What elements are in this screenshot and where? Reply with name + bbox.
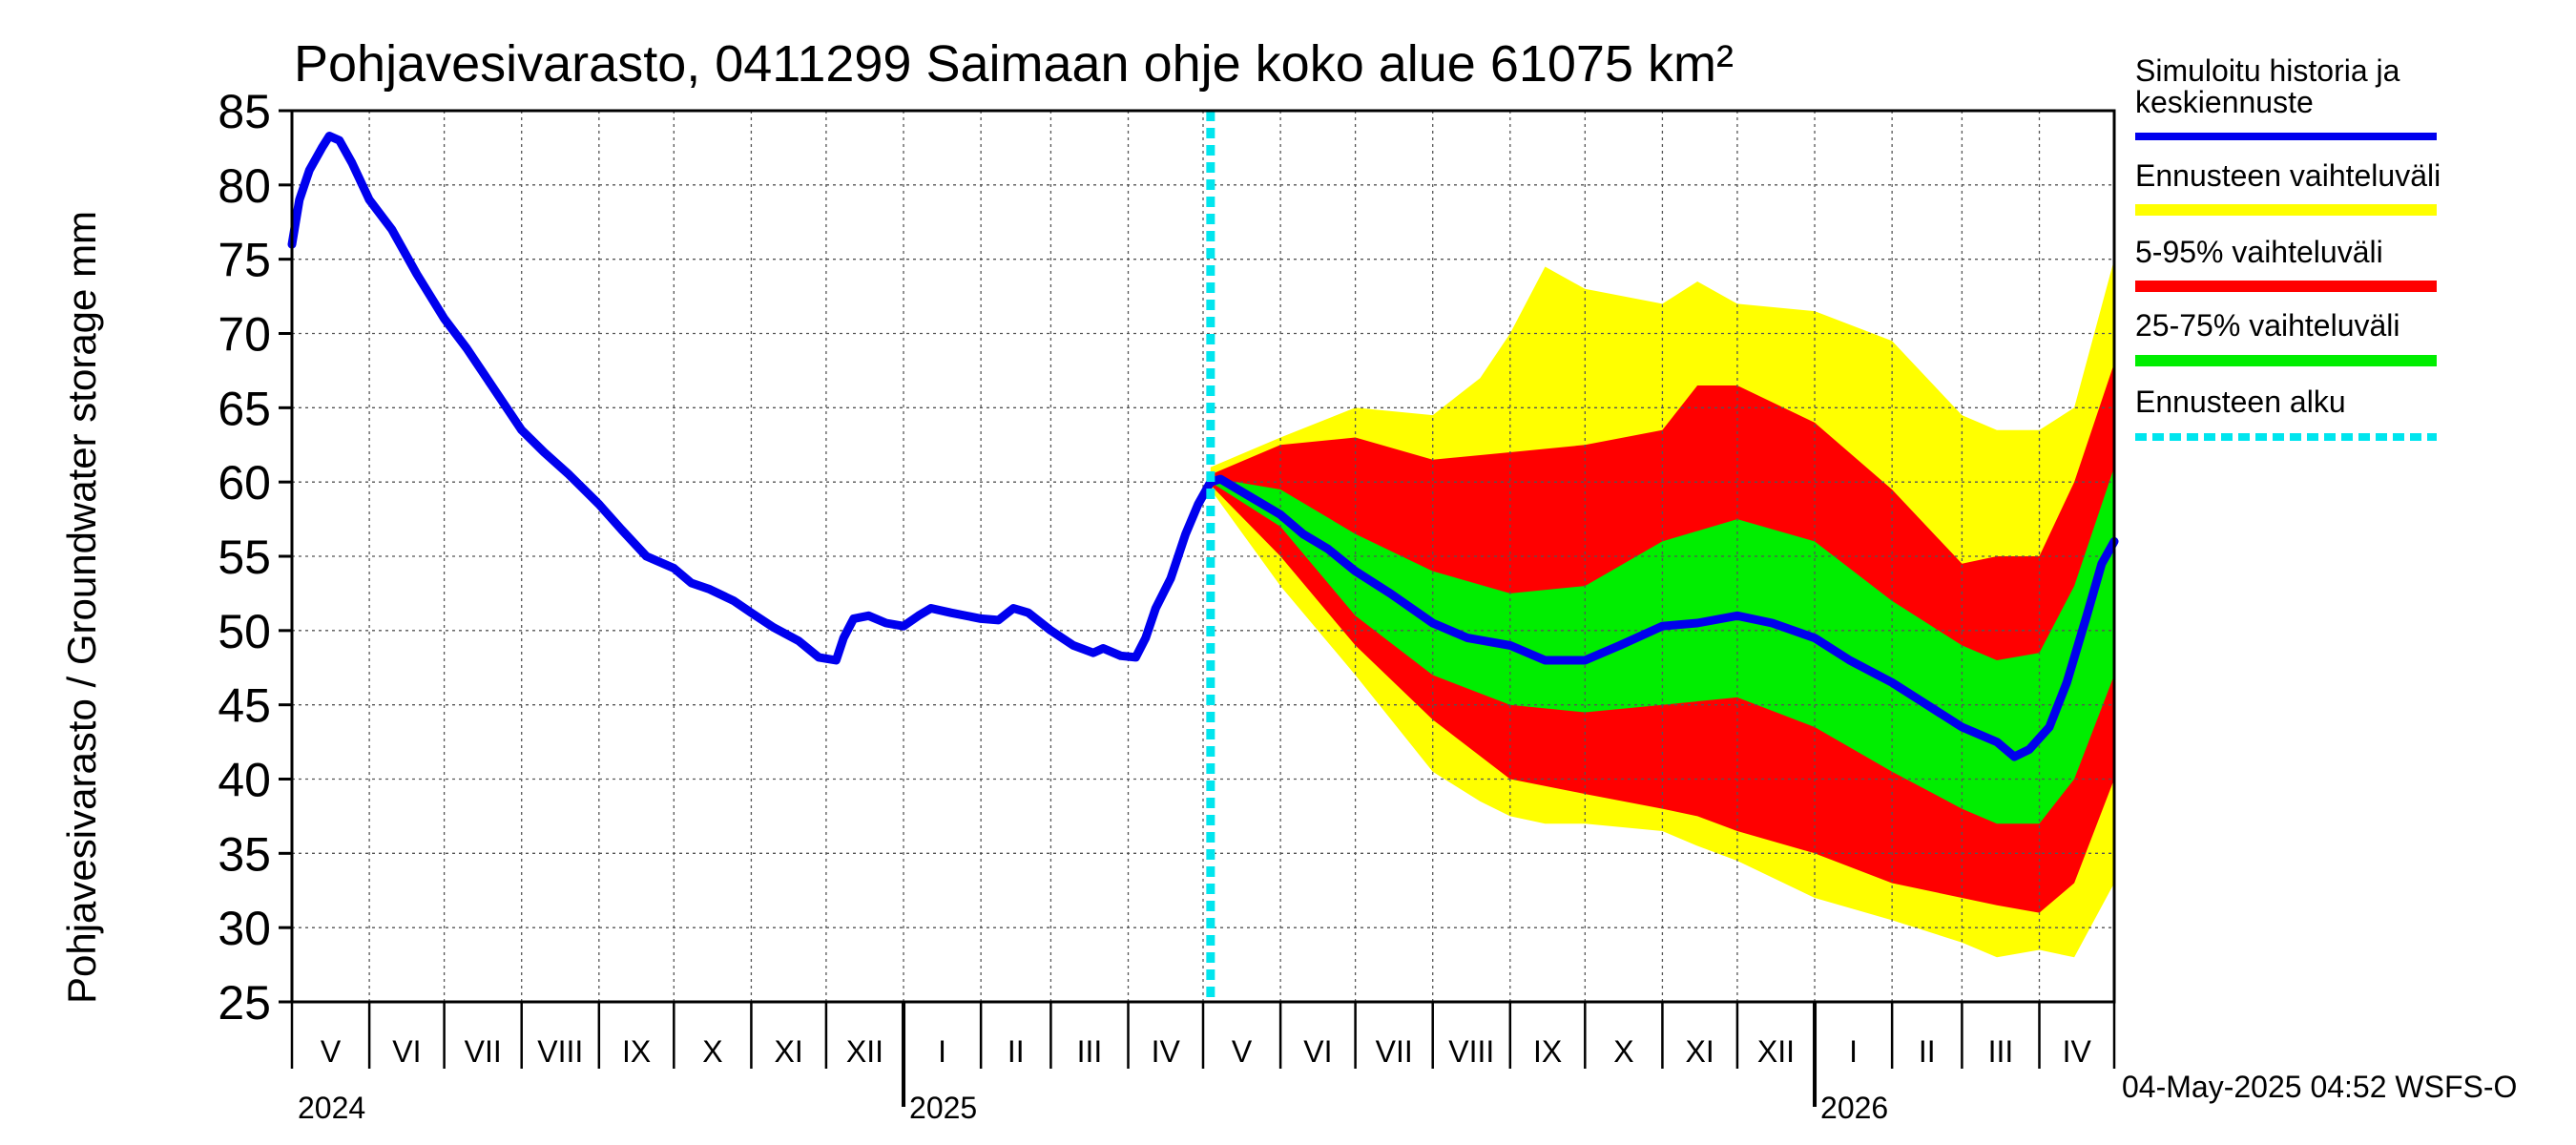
y-tick-label: 65 [218,382,271,435]
x-month-label: I [1849,1034,1858,1069]
y-tick-label: 80 [218,159,271,213]
x-year-label: 2025 [909,1091,977,1125]
x-month-label: VI [1303,1034,1332,1069]
x-month-label: IX [1533,1034,1562,1069]
legend-label: keskiennuste [2135,85,2314,119]
legend-label: Ennusteen alku [2135,385,2346,419]
x-month-label: II [1919,1034,1936,1069]
x-year-label: 2024 [298,1091,365,1125]
x-month-label: XII [846,1034,883,1069]
y-tick-label: 40 [218,754,271,807]
y-tick-label: 25 [218,976,271,1030]
x-year-label: 2026 [1820,1091,1888,1125]
x-month-label: X [1613,1034,1633,1069]
x-month-label: VI [392,1034,421,1069]
legend-label: 5-95% vaihteluväli [2135,235,2383,269]
y-tick-label: 70 [218,308,271,362]
x-month-label: XI [1686,1034,1714,1069]
x-month-label: XII [1757,1034,1795,1069]
series-lines [287,132,2119,761]
x-axis-ticks: V VI VII VIII IX X XI XII I II III IV V VI VII VIII IX X X… [290,1002,2116,1125]
legend-label: 25-75% vaihteluväli [2135,308,2400,343]
x-month-label: I [938,1034,946,1069]
x-month-label: IX [622,1034,651,1069]
x-month-label: VIII [1448,1034,1494,1069]
y-tick-label: 30 [218,902,271,955]
legend-label: Simuloitu historia ja [2135,53,2400,88]
y-tick-label: 75 [218,234,271,287]
x-month-label: III [1988,1034,2014,1069]
x-month-label: XI [775,1034,803,1069]
y-tick-label: 35 [218,827,271,881]
y-axis-label: Pohjavesivarasto / Groundwater storage m… [59,211,104,1004]
series-line-1 [287,132,2119,761]
x-month-label: VII [465,1034,502,1069]
y-tick-label: 45 [218,679,271,733]
x-month-label: II [1008,1034,1025,1069]
x-month-label: IV [2063,1034,2092,1069]
legend-label: Ennusteen vaihteluväli [2135,158,2441,193]
x-month-label: IV [1152,1034,1181,1069]
y-tick-label: 50 [218,605,271,658]
gridlines [292,111,2114,1002]
x-month-label: III [1077,1034,1103,1069]
chart-title: Pohjavesivarasto, 0411299 Saimaan ohje k… [294,35,1734,93]
x-month-label: V [321,1034,342,1069]
x-month-label: V [1232,1034,1253,1069]
x-month-label: X [702,1034,722,1069]
x-month-label: VII [1376,1034,1413,1069]
x-month-label: VIII [537,1034,583,1069]
y-tick-label: 55 [218,531,271,584]
y-tick-label: 85 [218,85,271,138]
footer-timestamp: 04-May-2025 04:52 WSFS-O [2122,1070,2517,1104]
y-axis-ticks: 25 30 35 40 45 50 55 60 65 70 75 80 85 [218,85,292,1030]
forecast-bands [1210,259,2114,958]
y-tick-label: 60 [218,456,271,510]
